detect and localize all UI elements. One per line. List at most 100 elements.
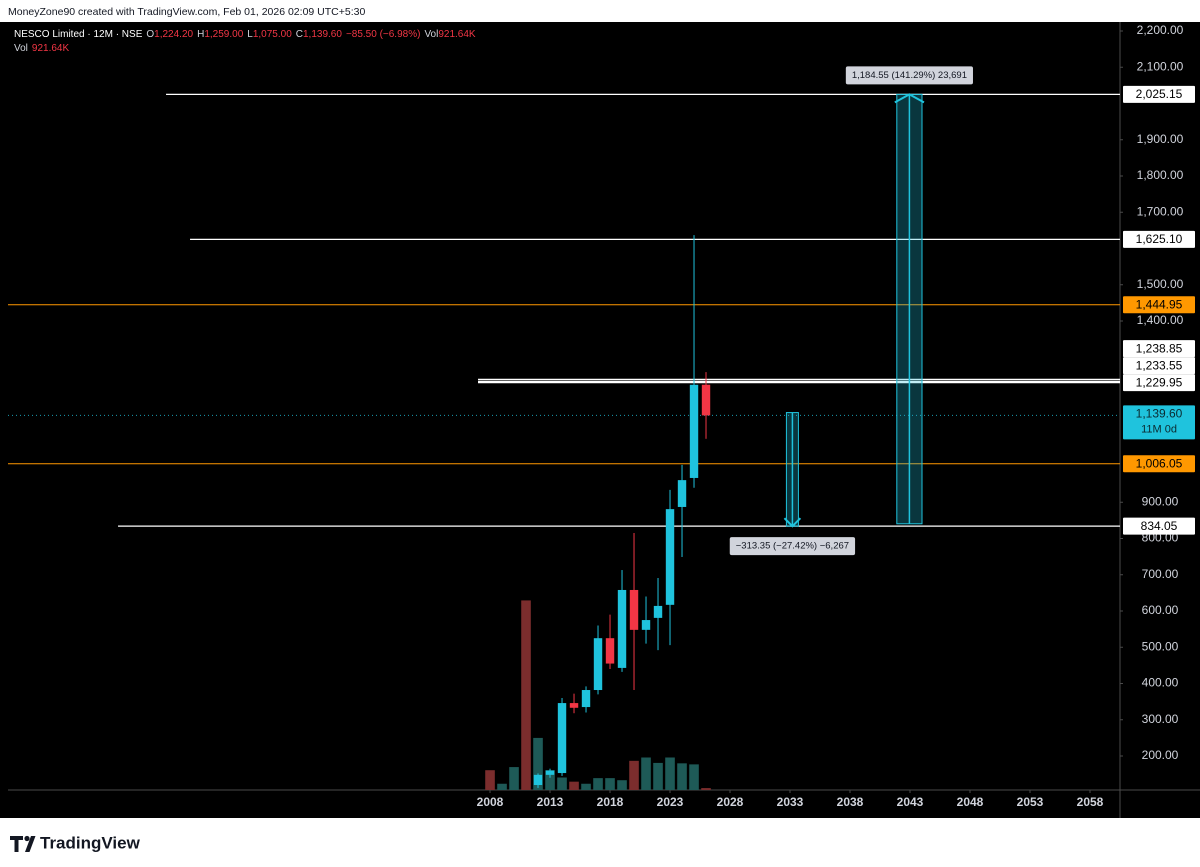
volume-legend-key: Vol xyxy=(14,43,28,54)
y-tick-label: 1,500.00 xyxy=(1137,277,1184,291)
volume-bar xyxy=(557,777,567,790)
candle-body xyxy=(605,638,615,664)
candle-body xyxy=(581,690,591,708)
x-tick-label: 2018 xyxy=(597,795,624,809)
last-price-label-bg xyxy=(1123,405,1195,440)
candle-body xyxy=(629,589,639,630)
footer-bar xyxy=(0,818,1200,867)
volume-bar xyxy=(629,760,639,790)
legend-key: L xyxy=(247,29,253,40)
volume-bar xyxy=(497,783,507,790)
x-tick-label: 2013 xyxy=(537,795,564,809)
measure-label-bg xyxy=(729,537,856,556)
candle-body xyxy=(545,770,555,775)
legend-value: 1,139.60 xyxy=(303,29,342,40)
level-price-label: 1,006.05 xyxy=(1136,456,1183,470)
x-tick-label: 2038 xyxy=(837,795,864,809)
volume-legend-value: 921.64K xyxy=(32,43,70,54)
x-tick-label: 2043 xyxy=(897,795,924,809)
level-price-label-bg xyxy=(1123,296,1195,314)
level-price-label: 1,229.95 xyxy=(1136,375,1183,389)
legend-key: H xyxy=(197,29,204,40)
volume-bar xyxy=(689,764,699,790)
legend-ohlc: O1,224.20 H1,259.00 L1,075.00 C1,139.60 xyxy=(146,29,342,40)
volume-bar xyxy=(665,757,675,790)
volume-bar xyxy=(509,767,519,790)
x-tick-label: 2033 xyxy=(777,795,804,809)
last-price-label: 1,139.60 xyxy=(1136,407,1183,421)
candle-body xyxy=(701,384,711,416)
measure-arrowhead xyxy=(894,93,925,104)
y-tick-label: 2,100.00 xyxy=(1137,59,1184,73)
level-price-label-bg xyxy=(1123,517,1195,535)
y-tick-label: 1,400.00 xyxy=(1137,313,1184,327)
legend-value: 1,075.00 xyxy=(253,29,292,40)
level-price-label: 834.05 xyxy=(1141,519,1178,533)
x-tick-label: 2053 xyxy=(1017,795,1044,809)
candle-body xyxy=(689,384,699,478)
candle-body xyxy=(569,703,579,708)
x-tick-label: 2008 xyxy=(477,795,504,809)
candle-body xyxy=(665,509,675,605)
chart-background xyxy=(0,22,1200,818)
level-price-label: 2,025.15 xyxy=(1136,87,1183,101)
level-price-label: 1,625.10 xyxy=(1136,232,1183,246)
candle-body xyxy=(641,620,651,630)
y-tick-label: 1,700.00 xyxy=(1137,204,1184,218)
legend-key: C xyxy=(296,29,303,40)
volume-bar xyxy=(617,780,627,790)
x-tick-label: 2058 xyxy=(1077,795,1104,809)
tradingview-logo xyxy=(10,835,36,852)
measure-arrowhead xyxy=(783,517,802,528)
candle-body xyxy=(557,703,567,774)
volume-bar xyxy=(605,778,615,790)
volume-bar xyxy=(545,770,555,790)
volume-bar xyxy=(485,770,495,790)
candle-body xyxy=(653,605,663,618)
measure-label: 1,184.55 (141.29%) 23,691 xyxy=(852,70,967,81)
volume-bar xyxy=(701,788,711,790)
level-price-label: 1,444.95 xyxy=(1136,297,1183,311)
header-text: MoneyZone90 created with TradingView.com… xyxy=(8,6,365,18)
candle-body xyxy=(533,774,543,785)
volume-legend: Vol 921.64K xyxy=(14,43,69,54)
x-tick-label: 2048 xyxy=(957,795,984,809)
volume-bar xyxy=(533,737,543,790)
candle-body xyxy=(677,480,687,507)
volume-bar xyxy=(677,763,687,790)
volume-bar xyxy=(653,762,663,790)
level-price-label-bg xyxy=(1123,455,1195,473)
y-tick-label: 900.00 xyxy=(1142,494,1179,508)
volume-bar xyxy=(521,600,531,790)
plot: 1,184.55 (141.29%) 23,691 −313.35 (−27.42… xyxy=(8,66,1120,790)
x-tick-label: 2028 xyxy=(717,795,744,809)
y-tick-label: 400.00 xyxy=(1142,676,1179,690)
legend-value: 1,224.20 xyxy=(154,29,193,40)
volume-bar xyxy=(641,757,651,790)
legend-value: 1,259.00 xyxy=(204,29,243,40)
legend-change: −85.50 (−6.98%) xyxy=(346,29,421,40)
candle-body xyxy=(617,589,627,668)
level-price-label-bg xyxy=(1123,85,1195,103)
volume-bar xyxy=(569,781,579,790)
last-price-countdown: 11M 0d xyxy=(1141,423,1177,435)
footer-brand: TradingView xyxy=(40,833,141,852)
volume-bar xyxy=(581,783,591,790)
measure-label: −313.35 (−27.42%) −6,267 xyxy=(736,541,849,552)
legend-line: NESCO Limited · 12M · NSE O1,224.20 H1,259… xyxy=(14,29,476,40)
level-price-label-bg xyxy=(1123,357,1195,375)
x-tick-label: 2023 xyxy=(657,795,684,809)
y-tick-label: 1,800.00 xyxy=(1137,168,1184,182)
measure-label-bg xyxy=(845,66,973,85)
level-price-label-bg xyxy=(1123,230,1195,248)
header-bar xyxy=(0,0,1200,22)
volume-bar xyxy=(593,778,603,790)
legend-symbol: NESCO Limited · 12M · NSE xyxy=(14,29,143,40)
y-tick-label: 300.00 xyxy=(1142,712,1179,726)
level-price-label: 1,238.85 xyxy=(1136,341,1183,355)
y-tick-label: 1,900.00 xyxy=(1137,132,1184,146)
y-tick-label: 500.00 xyxy=(1142,639,1179,653)
legend-vol-value: 921.64K xyxy=(438,29,476,40)
level-price-label-bg xyxy=(1123,340,1195,358)
